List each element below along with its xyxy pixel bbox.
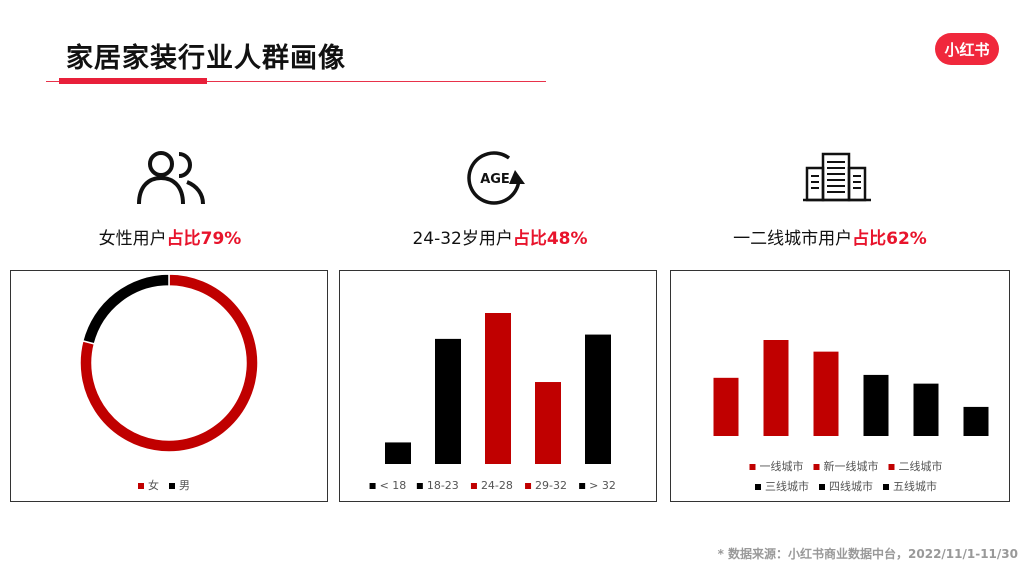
legend-swatch xyxy=(138,483,144,489)
age-icon: AGE xyxy=(467,151,525,205)
legend-swatch xyxy=(525,483,532,489)
data-source-note: * 数据来源：小红书商业数据中台，2022/11/1-11/30 xyxy=(717,547,1018,561)
legend-label: < 18 xyxy=(380,479,407,492)
legend-swatch xyxy=(470,483,477,489)
xiaohongshu-logo: 小红书 xyxy=(935,33,999,65)
legend-label: 女 xyxy=(148,478,159,492)
legend-swatch xyxy=(169,483,175,489)
city-chart-panel: 一线城市 新一线城市 二线城市三线城市 四线城市 五线城市 xyxy=(670,270,1010,502)
legend-label: 18-23 xyxy=(427,479,459,492)
legend-swatch xyxy=(369,483,376,489)
title-divider xyxy=(46,81,546,82)
legend-label: 新一线城市 xyxy=(824,459,879,473)
bar xyxy=(385,442,411,464)
bar xyxy=(535,382,561,464)
age-bar-chart: < 18 18-23 24-28 29-32 > 32 xyxy=(369,313,616,492)
legend-label: 五线城市 xyxy=(893,479,937,493)
donut-slice xyxy=(81,273,170,345)
legend-label: 24-28 xyxy=(481,479,513,492)
bar xyxy=(963,406,989,436)
people-icon xyxy=(137,151,205,205)
legend-label: 二线城市 xyxy=(899,459,943,473)
stat-city: 一二线城市用户占比62% xyxy=(718,224,942,249)
stat-age-label: 24-32岁用户 xyxy=(412,229,513,249)
gender-donut-chart: 女男 xyxy=(79,273,259,492)
legend-label: 四线城市 xyxy=(829,479,873,493)
bar xyxy=(585,334,611,464)
legend-swatch xyxy=(819,484,825,490)
legend-swatch xyxy=(888,464,895,470)
bar xyxy=(763,340,789,436)
legend-swatch xyxy=(813,464,820,470)
bar xyxy=(485,313,511,464)
legend-swatch xyxy=(416,483,423,489)
legend-label: 29-32 xyxy=(535,479,567,492)
building-icon xyxy=(803,152,871,202)
legend-label: 一线城市 xyxy=(760,459,804,473)
legend-label: > 32 xyxy=(589,479,616,492)
bar xyxy=(435,338,461,464)
svg-text:AGE: AGE xyxy=(480,172,510,187)
stat-city-value: 占比62% xyxy=(852,229,927,249)
gender-chart-panel: 女男 xyxy=(10,270,328,502)
stat-female-label: 女性用户 xyxy=(98,229,167,249)
legend-label: 男 xyxy=(179,479,190,492)
title-accent-bar xyxy=(59,78,207,84)
bar xyxy=(813,351,839,436)
bar xyxy=(863,374,889,436)
stat-city-label: 一二线城市用户 xyxy=(733,229,853,249)
legend-label: 三线城市 xyxy=(765,479,809,493)
page-title: 家居家装行业人群画像 xyxy=(66,43,346,74)
legend-swatch xyxy=(755,484,761,490)
stat-age-value: 占比48% xyxy=(512,229,588,249)
bar xyxy=(913,383,939,436)
bar xyxy=(713,377,739,436)
age-chart-panel: < 18 18-23 24-28 29-32 > 32 xyxy=(339,270,657,502)
stat-female-value: 占比79% xyxy=(166,229,242,249)
legend-swatch xyxy=(883,484,889,490)
stat-female: 女性用户占比79% xyxy=(70,224,270,249)
legend-swatch xyxy=(579,483,586,489)
legend-swatch xyxy=(749,464,756,470)
stat-age: 24-32岁用户占比48% xyxy=(388,224,612,249)
